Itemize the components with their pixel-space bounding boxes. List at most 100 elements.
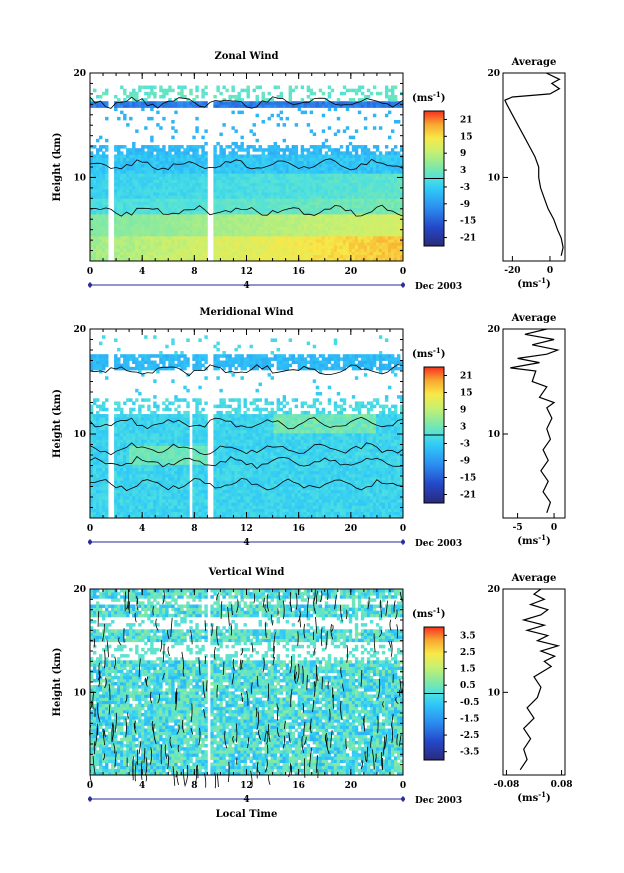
heatmap-cell [219, 91, 223, 96]
heatmap-cell [393, 214, 398, 218]
heatmap-cell [309, 210, 314, 215]
heatmap-cell [156, 151, 160, 155]
heatmap-cell [261, 220, 265, 224]
heatmap-cell [315, 173, 320, 177]
heatmap-cell [90, 404, 94, 409]
heatmap-cell [129, 239, 133, 243]
heatmap-cell [150, 170, 154, 174]
heatmap-cell [375, 226, 380, 231]
heatmap-cell [168, 154, 172, 158]
heatmap-cell [132, 458, 136, 462]
heatmap-cell [96, 217, 100, 221]
heatmap-cell [225, 101, 229, 105]
heatmap-cell [384, 85, 389, 90]
heatmap-cell [399, 245, 404, 249]
heatmap-cell [180, 242, 184, 246]
heatmap-cell [138, 101, 142, 105]
heatmap-cell [231, 204, 235, 209]
heatmap-cell [117, 514, 121, 519]
heatmap-cell [177, 220, 181, 224]
heatmap-cell [273, 210, 277, 215]
heatmap-cell [300, 179, 305, 184]
heatmap-cell [288, 85, 293, 90]
heatmap-cell [306, 157, 311, 162]
heatmap-cell [183, 154, 187, 158]
heatmap-cell [126, 170, 130, 174]
heatmap-cell [150, 467, 154, 472]
heatmap-cell [315, 154, 320, 158]
heatmap-cell [291, 254, 296, 259]
heatmap-cell [312, 163, 317, 168]
heatmap-cell [132, 442, 136, 446]
heatmap-cell [150, 220, 154, 224]
heatmap-cell [135, 188, 139, 193]
heatmap-cell [180, 163, 184, 168]
heatmap-cell [162, 207, 166, 212]
heatmap-cell [324, 229, 329, 234]
heatmap-cell [348, 245, 353, 249]
heatmap-cell [147, 502, 151, 506]
heatmap-cell [228, 245, 232, 249]
heatmap-cell [375, 254, 380, 259]
heatmap-cell [126, 226, 130, 231]
heatmap-cell [123, 214, 127, 218]
heatmap-cell [120, 420, 124, 424]
heatmap-cell [342, 157, 347, 162]
heatmap-cell [183, 104, 187, 108]
heatmap-cell [258, 220, 262, 224]
heatmap-cell [252, 217, 256, 221]
heatmap-cell [285, 148, 290, 152]
heatmap-cell [222, 182, 226, 187]
heatmap-cell [369, 179, 374, 184]
heatmap-cell [333, 132, 338, 137]
heatmap-cell [315, 223, 320, 227]
heatmap-cell [117, 148, 121, 152]
heatmap-cell [270, 223, 274, 227]
heatmap-cell [93, 104, 97, 108]
heatmap-cell [354, 239, 359, 243]
heatmap-cell [333, 201, 338, 205]
heatmap-cell [150, 464, 154, 468]
heatmap-cell [93, 514, 97, 519]
heatmap-cell [318, 223, 323, 227]
heatmap-cell [126, 451, 130, 456]
heatmap-cell [171, 229, 175, 234]
heatmap-cell [102, 451, 106, 456]
heatmap-cell [387, 185, 392, 190]
heatmap-cell [123, 198, 127, 202]
heatmap-cell [105, 223, 109, 227]
heatmap-cell [303, 207, 308, 212]
heatmap-cell [183, 179, 187, 184]
heatmap-cell [249, 226, 253, 231]
heatmap-cell [396, 104, 401, 108]
heatmap-cell [303, 251, 308, 256]
heatmap-cell [204, 210, 208, 215]
heatmap-cell [393, 98, 398, 102]
heatmap-cell [138, 455, 142, 459]
heatmap-cell [120, 110, 124, 115]
heatmap-cell [318, 204, 323, 209]
heatmap-cell [147, 505, 151, 509]
heatmap-cell [138, 467, 142, 472]
heatmap-cell [147, 499, 151, 503]
heatmap-cell [276, 182, 281, 187]
heatmap-cell [195, 251, 199, 256]
heatmap-cell [288, 223, 293, 227]
heatmap-cell [114, 442, 118, 446]
heatmap-cell [288, 157, 293, 162]
heatmap-cell [123, 417, 127, 421]
heatmap-cell [261, 217, 265, 221]
heatmap-cell [249, 157, 253, 162]
heatmap-cell [144, 461, 148, 465]
heatmap-cell [333, 192, 338, 196]
heatmap-cell [114, 414, 118, 418]
heatmap-cell [150, 477, 154, 481]
heatmap-cell [141, 458, 145, 462]
heatmap-cell [282, 214, 287, 218]
heatmap-cell [348, 226, 353, 231]
heatmap-cell [285, 239, 290, 243]
heatmap-cell [183, 214, 187, 218]
heatmap-cell [288, 239, 293, 243]
heatmap-cell [303, 148, 308, 152]
heatmap-cell [258, 232, 262, 237]
